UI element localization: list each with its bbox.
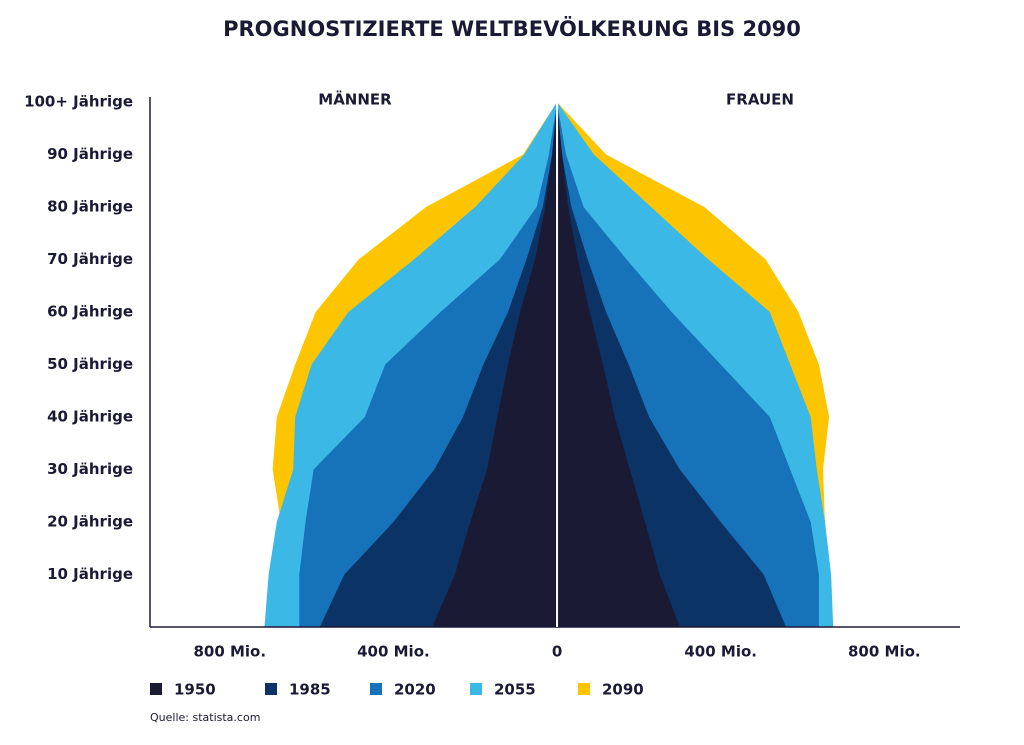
y-tick-label: 40 Jährige xyxy=(47,408,133,426)
legend-swatch xyxy=(470,683,482,695)
y-tick-label: 90 Jährige xyxy=(47,145,133,163)
legend-label: 1950 xyxy=(174,681,216,699)
y-tick-label: 100+ Jährige xyxy=(24,93,133,111)
legend-swatch xyxy=(578,683,590,695)
legend-label: 2090 xyxy=(602,681,644,699)
chart-title: PROGNOSTIZIERTE WELTBEVÖLKERUNG BIS 2090 xyxy=(223,16,801,41)
y-tick-label: 70 Jährige xyxy=(47,250,133,268)
x-tick-label: 800 Mio. xyxy=(848,643,921,661)
legend-label: 1985 xyxy=(289,681,331,699)
areas xyxy=(264,102,834,627)
x-tick-label: 400 Mio. xyxy=(684,643,757,661)
left-label: MÄNNER xyxy=(318,90,392,109)
y-tick-label: 10 Jährige xyxy=(47,565,133,583)
y-tick-label: 30 Jährige xyxy=(47,460,133,478)
x-tick-label: 0 xyxy=(552,643,562,661)
right-label: FRAUEN xyxy=(726,91,794,109)
y-tick-label: 50 Jährige xyxy=(47,355,133,373)
legend-swatch xyxy=(265,683,277,695)
y-tick-label: 20 Jährige xyxy=(47,513,133,531)
legend-label: 2020 xyxy=(394,681,436,699)
source: Quelle: statista.com xyxy=(150,711,260,724)
legend-swatch xyxy=(150,683,162,695)
x-tick-label: 400 Mio. xyxy=(357,643,430,661)
legend-swatch xyxy=(370,683,382,695)
legend-label: 2055 xyxy=(494,681,536,699)
y-tick-label: 60 Jährige xyxy=(47,303,133,321)
y-tick-label: 80 Jährige xyxy=(47,198,133,216)
x-tick-label: 800 Mio. xyxy=(193,643,266,661)
